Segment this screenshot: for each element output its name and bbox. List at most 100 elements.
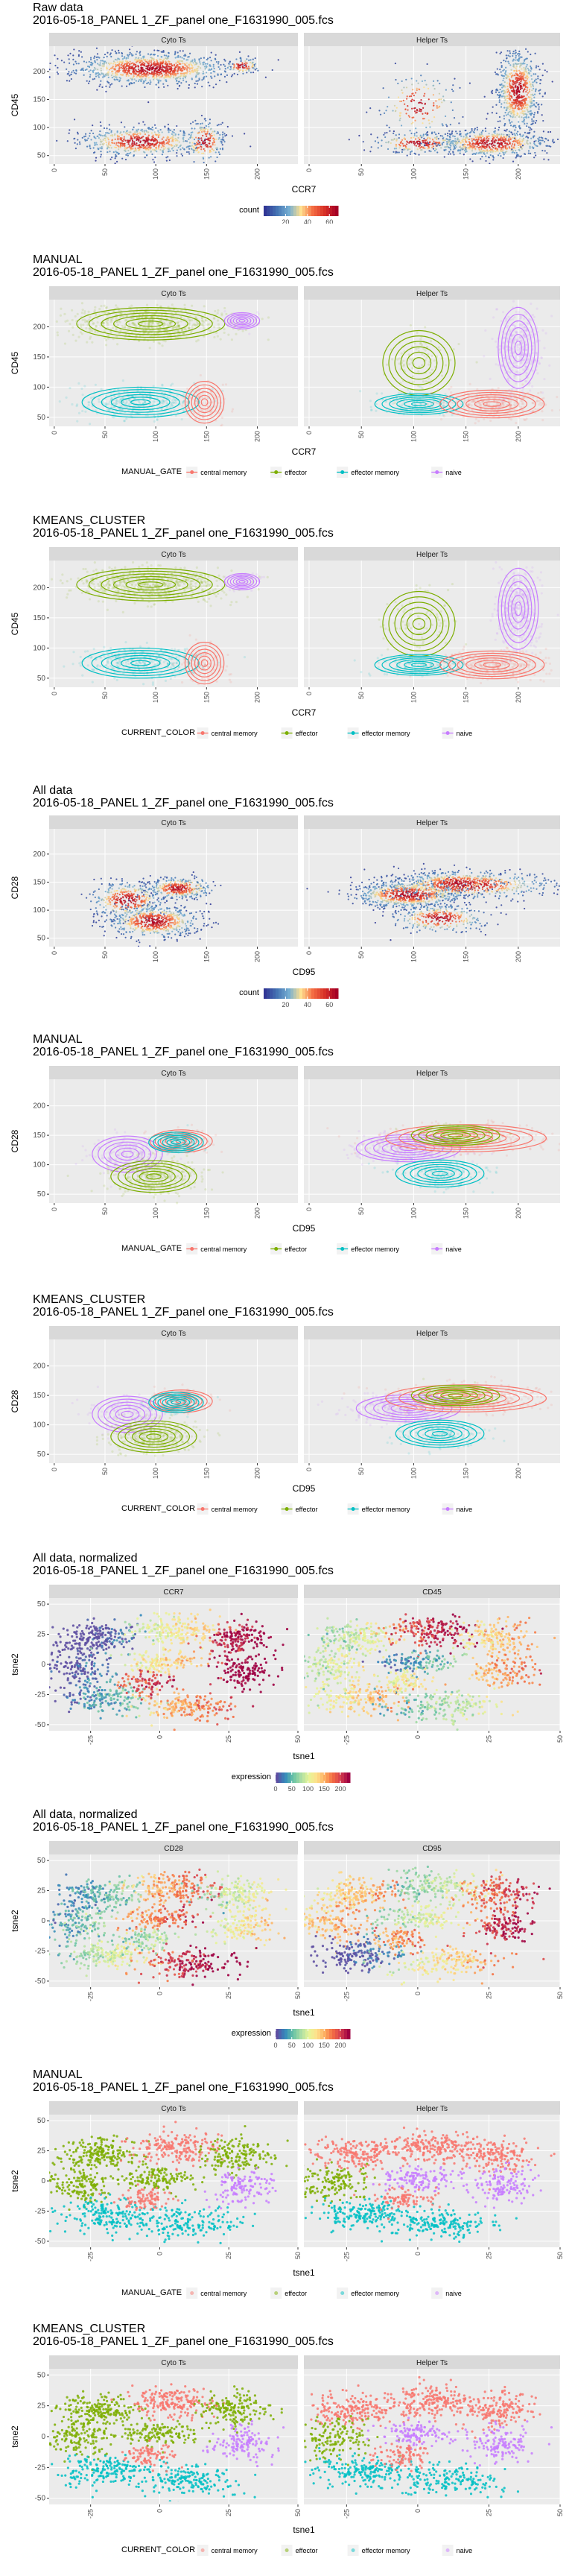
data-point bbox=[465, 139, 467, 142]
data-point bbox=[427, 87, 430, 89]
data-point bbox=[480, 131, 483, 133]
data-point bbox=[106, 66, 108, 69]
data-point bbox=[200, 317, 204, 320]
data-point bbox=[155, 83, 157, 86]
data-point bbox=[145, 60, 147, 63]
data-point bbox=[509, 97, 511, 99]
data-point bbox=[88, 80, 91, 83]
data-point bbox=[135, 80, 137, 82]
data-point bbox=[168, 66, 171, 68]
data-point bbox=[177, 324, 179, 327]
data-point bbox=[174, 51, 177, 53]
data-point bbox=[410, 132, 413, 135]
data-point bbox=[448, 146, 450, 148]
data-point bbox=[117, 145, 119, 147]
data-point bbox=[156, 73, 159, 76]
data-point bbox=[101, 145, 103, 148]
data-point bbox=[444, 133, 446, 136]
data-point bbox=[506, 82, 509, 84]
data-point bbox=[122, 140, 124, 142]
data-point bbox=[468, 138, 470, 141]
data-point bbox=[124, 147, 126, 149]
data-point bbox=[420, 142, 422, 145]
data-point bbox=[184, 76, 186, 78]
data-point bbox=[177, 69, 179, 71]
data-point bbox=[193, 323, 196, 326]
data-point bbox=[385, 110, 387, 112]
data-point bbox=[533, 157, 536, 159]
data-point bbox=[177, 133, 179, 136]
data-point bbox=[530, 98, 533, 100]
data-point bbox=[509, 124, 512, 127]
data-point bbox=[78, 141, 81, 143]
data-point bbox=[494, 127, 497, 130]
data-point bbox=[89, 135, 91, 137]
data-point bbox=[503, 101, 506, 104]
data-point bbox=[159, 71, 162, 74]
data-point bbox=[510, 72, 512, 75]
data-point bbox=[536, 81, 538, 83]
data-point bbox=[119, 398, 122, 401]
data-point bbox=[170, 75, 172, 78]
data-point bbox=[154, 68, 156, 70]
data-point bbox=[230, 75, 233, 78]
data-point bbox=[534, 52, 536, 54]
data-point bbox=[220, 63, 222, 66]
data-point bbox=[218, 136, 220, 139]
data-point bbox=[124, 158, 127, 161]
data-point bbox=[530, 100, 533, 102]
data-point bbox=[528, 91, 530, 93]
data-point bbox=[450, 133, 452, 136]
data-point bbox=[118, 64, 120, 67]
data-point bbox=[171, 148, 174, 150]
data-point bbox=[539, 82, 541, 85]
data-point bbox=[491, 143, 493, 145]
data-point bbox=[202, 134, 204, 137]
data-point bbox=[119, 146, 121, 148]
data-point bbox=[158, 326, 162, 329]
data-point bbox=[206, 128, 209, 131]
data-point bbox=[387, 96, 390, 98]
data-point bbox=[459, 130, 461, 133]
data-point bbox=[132, 321, 135, 325]
data-point bbox=[103, 64, 105, 66]
data-point bbox=[106, 148, 109, 150]
data-point bbox=[116, 343, 119, 346]
data-point bbox=[126, 152, 129, 155]
data-point bbox=[188, 66, 190, 69]
data-point bbox=[513, 133, 515, 135]
data-point bbox=[504, 137, 507, 140]
data-point bbox=[174, 326, 177, 329]
data-point bbox=[427, 133, 429, 136]
data-point bbox=[466, 144, 468, 146]
data-point bbox=[530, 128, 533, 130]
data-point bbox=[144, 133, 147, 136]
data-point bbox=[503, 78, 505, 80]
data-point bbox=[185, 151, 188, 154]
data-point bbox=[414, 153, 417, 155]
data-point bbox=[127, 60, 129, 63]
data-point bbox=[177, 56, 179, 58]
data-point bbox=[108, 132, 110, 135]
data-point bbox=[110, 83, 113, 85]
data-point bbox=[369, 151, 372, 153]
data-point bbox=[244, 63, 246, 65]
data-point bbox=[207, 123, 210, 126]
data-point bbox=[100, 124, 102, 127]
data-point bbox=[149, 83, 151, 85]
data-point bbox=[463, 147, 465, 149]
data-point bbox=[107, 142, 110, 145]
data-point bbox=[532, 122, 534, 124]
data-point bbox=[462, 138, 465, 140]
data-point bbox=[205, 65, 207, 67]
data-point bbox=[134, 66, 137, 68]
data-point bbox=[550, 145, 552, 148]
data-point bbox=[206, 63, 209, 65]
data-point bbox=[157, 322, 160, 325]
data-point bbox=[153, 312, 156, 316]
data-point bbox=[502, 92, 505, 95]
data-point bbox=[139, 144, 141, 146]
data-point bbox=[410, 95, 413, 98]
data-point bbox=[530, 83, 532, 86]
data-point bbox=[495, 134, 498, 136]
